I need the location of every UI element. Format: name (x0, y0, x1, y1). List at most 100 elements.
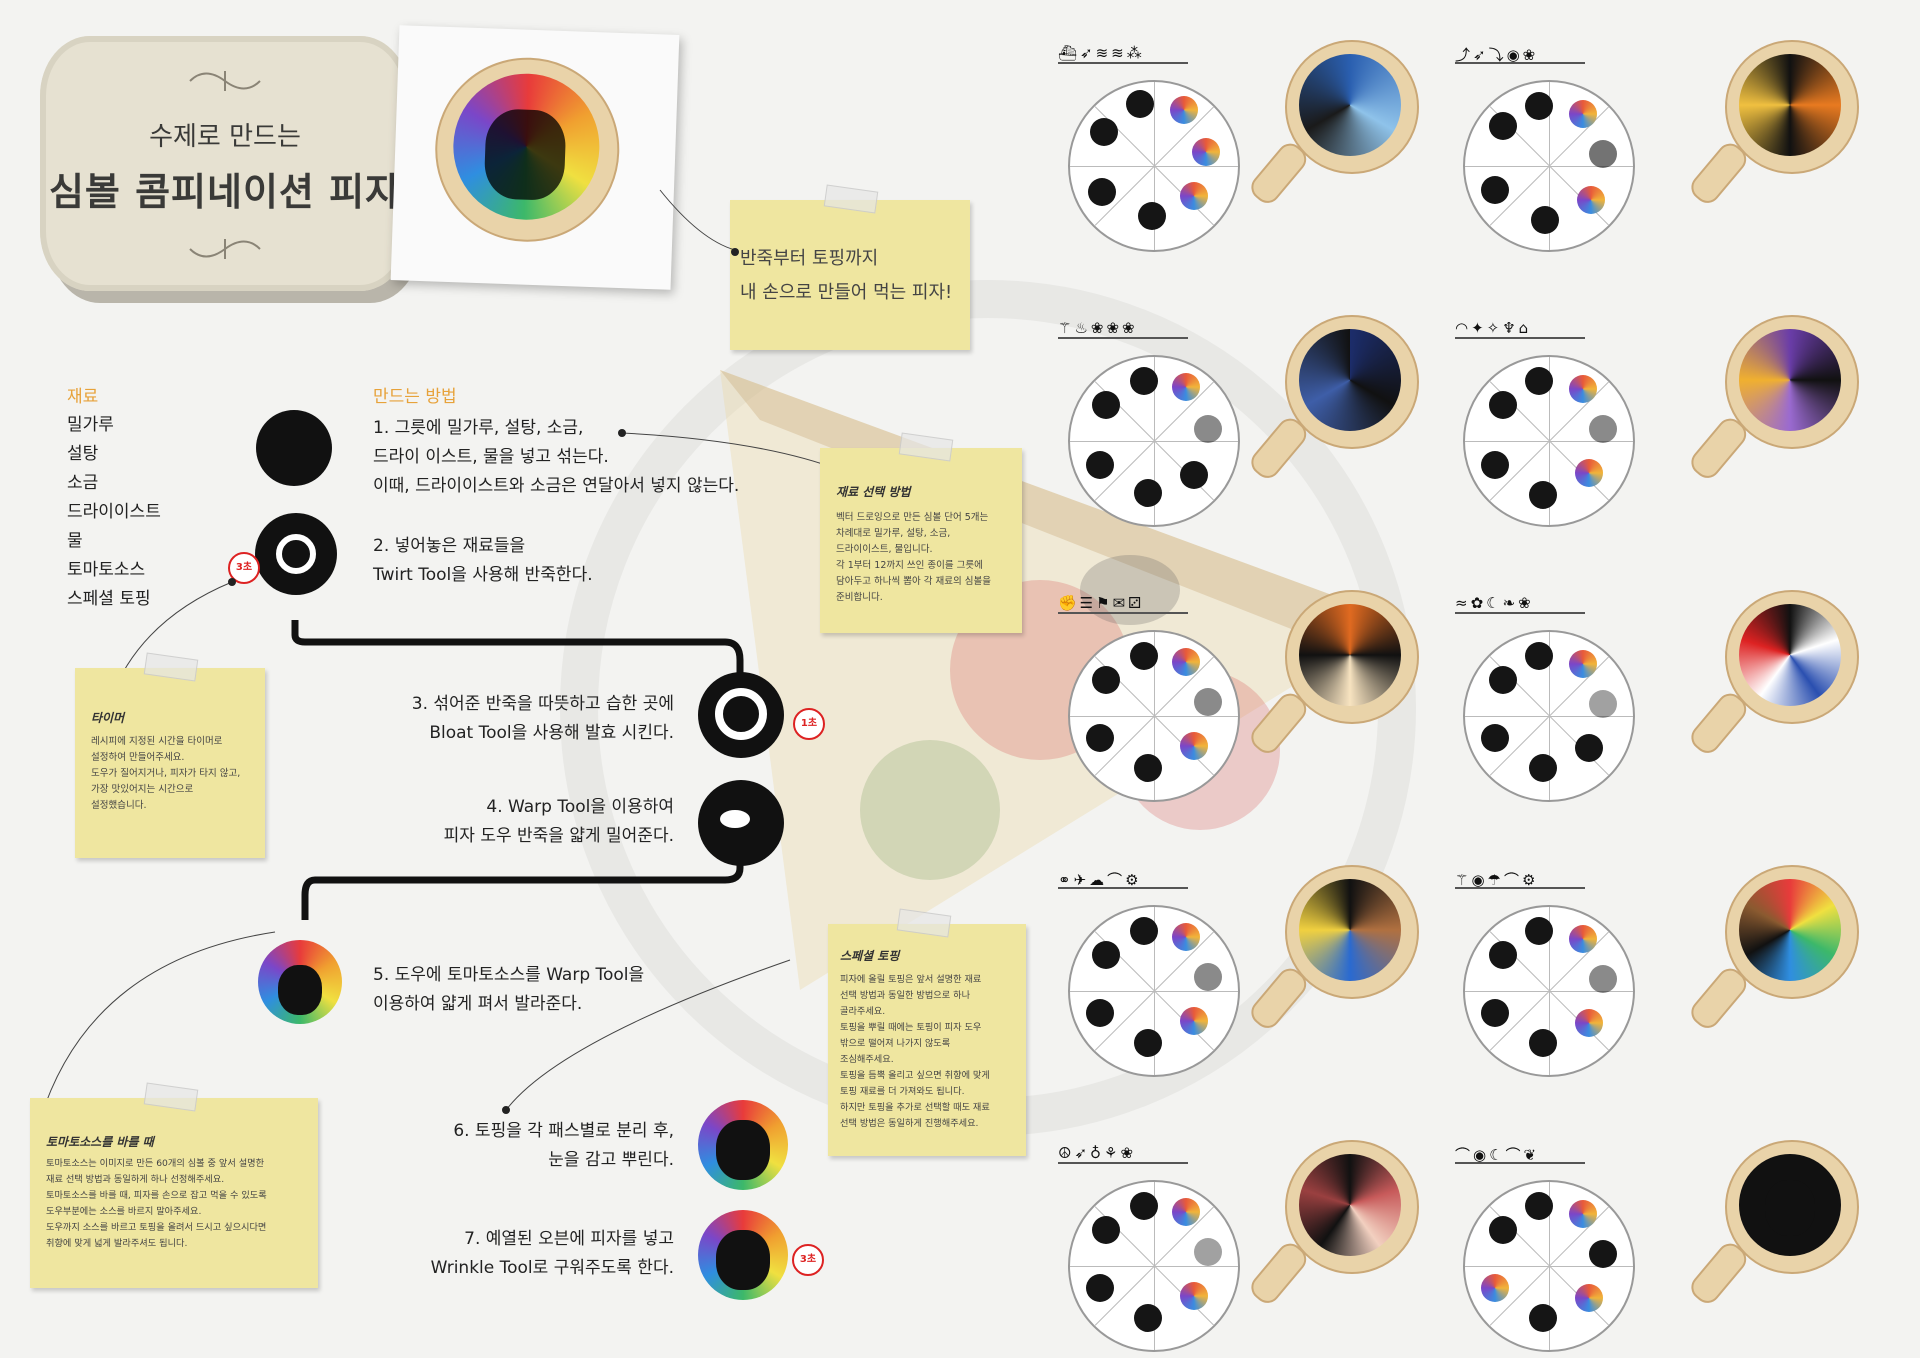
step-text-line: 7. 예열된 오븐에 피자를 넣고 (464, 1229, 674, 1249)
symbol-bar: ⛴➶≋≋⁂ (1058, 44, 1188, 64)
step-3-swirl (715, 688, 767, 740)
note-line: 선택 방법과 동일한 방법으로 하나 (840, 990, 971, 1001)
hero-note-line-1: 반죽부터 토핑까지 (740, 248, 879, 269)
title-line-2: 심볼 콤피네이션 피자 (48, 170, 402, 214)
step-4-highlight (720, 810, 750, 828)
symbol-wheel (1463, 355, 1635, 527)
ingredient-item: 밀가루 (67, 415, 114, 435)
note-line: 가장 맛있어지는 시간으로 (91, 784, 194, 795)
note-line: 각 1부터 12까지 쓰인 종이를 그릇에 (836, 560, 983, 571)
step-text-line: 이용하여 얇게 펴서 발라준다. (373, 994, 583, 1014)
symbol-wheel (1463, 80, 1635, 252)
step-6-text: 6. 토핑을 각 패스별로 분리 후, 눈을 감고 뿌린다. (453, 1117, 674, 1175)
symbol-bar: ✊☰⚑✉⚂ (1058, 594, 1188, 614)
ingredients-heading: 재료 (67, 387, 99, 407)
step-text-line: 눈을 감고 뿌린다. (548, 1150, 674, 1170)
note-line: 토마토소스는 이미지로 만든 60개의 심볼 중 앞서 설명한 (46, 1158, 265, 1169)
note-line: 드라이이스트, 물입니다. (836, 544, 933, 555)
step-text-line: 4. Warp Tool을 이용하여 (486, 797, 674, 817)
note-line: 피자에 올릴 토핑은 앞서 설명한 재료 (840, 974, 982, 985)
note-line: 도우부분에는 소스를 바르지 말아주세요. (46, 1206, 202, 1217)
step-text-line: 5. 도우에 토마토소스를 Warp Tool을 (373, 965, 645, 985)
ingredient-item: 소금 (67, 473, 99, 493)
symbol-wheel (1068, 630, 1240, 802)
note-line: 차례대로 밀가루, 설탕, 소금, (836, 528, 951, 539)
note-line: 설정했습니다. (91, 800, 147, 811)
step-3-text: 3. 섞어준 반죽을 따뜻하고 습한 곳에 Bloat Tool을 사용해 발효… (412, 690, 674, 748)
symbol-wheel (1463, 630, 1635, 802)
note-line: 준비합니다. (836, 592, 883, 603)
symbol-wheel (1463, 1180, 1635, 1352)
timer-note: 타이머 레시피에 지정된 시간을 타이머로 설정하여 만들어주세요. 도우가 질… (75, 652, 265, 858)
note-line: 토핑 재료를 더 가져와도 됩니다. (840, 1086, 965, 1097)
symbol-wheel (1068, 355, 1240, 527)
step-connector (291, 620, 744, 920)
note-line: 설정하여 만들어주세요. (91, 752, 185, 763)
step-text-line: 6. 토핑을 각 패스별로 분리 후, (453, 1121, 674, 1141)
symbol-bar: ⚚♨❀❀❀ (1058, 319, 1188, 339)
symbol-wheel (1068, 1180, 1240, 1352)
note-line: 도우가 질어지거나, 피자가 타지 않고, (91, 768, 241, 779)
note-line: 도우까지 소스를 바르고 토핑을 올려서 드시고 싶으시다면 (46, 1222, 267, 1233)
title-plaque: 수제로 만드는 심볼 콤피네이션 피자 (40, 36, 410, 291)
symbol-bar: ◠✦✧♆⌂ (1455, 319, 1585, 339)
symbol-wheel (1068, 80, 1240, 252)
step-4-text: 4. Warp Tool을 이용하여 피자 도우 반죽을 얇게 밀어준다. (444, 793, 674, 851)
ingredient-item: 물 (67, 531, 83, 551)
note-line: 조심해주세요. (840, 1054, 894, 1065)
title-line-1: 수제로 만드는 (149, 122, 301, 152)
step-text-line: 피자 도우 반죽을 얇게 밀어준다. (443, 826, 674, 846)
symbol-wheel (1463, 905, 1635, 1077)
step-text-line: 2. 넣어놓은 재료들을 (373, 536, 526, 556)
note-line: 토핑을 듬뿍 올리고 싶으면 취향에 맞게 (840, 1070, 990, 1081)
note-title: 스페셜 토핑 (840, 949, 900, 963)
note-line: 밖으로 떨어져 나가지 않도록 (840, 1038, 951, 1049)
note-line: 토마토소스를 바를 때, 피자를 손으로 잡고 먹을 수 있도록 (46, 1190, 267, 1201)
select-method-note: 재료 선택 방법 벡터 드로잉으로 만든 심볼 단어 5개는 차례대로 밀가루,… (820, 432, 1022, 633)
bottom-ornament-icon (189, 239, 261, 259)
note-line: 토핑을 뿌릴 때에는 토핑이 피자 도우 (840, 1022, 982, 1033)
step-5-text: 5. 도우에 토마토소스를 Warp Tool을 이용하여 얇게 펴서 발라준다… (373, 961, 644, 1019)
method-heading: 만드는 방법 (373, 387, 457, 407)
hero-note: 반죽부터 토핑까지 내 손으로 만들어 먹는 피자! (730, 184, 970, 350)
step-text-line: Twirt Tool을 사용해 반죽한다. (373, 565, 593, 585)
note-title: 재료 선택 방법 (836, 485, 911, 499)
ingredient-item: 드라이이스트 (67, 502, 161, 522)
step-1-text: 1. 그릇에 밀가루, 설탕, 소금, 드라이 이스트, 물을 넣고 섞는다. … (373, 414, 739, 501)
ingredient-item: 토마토소스 (67, 560, 146, 580)
step-text-line: 이때, 드라이이스트와 소금은 연달아서 넣지 않는다. (373, 476, 740, 496)
step-1-dough-icon (256, 410, 332, 486)
hero-note-line-2: 내 손으로 만들어 먹는 피자! (740, 282, 953, 303)
top-ornament-icon (189, 71, 261, 91)
symbol-bar: ⤴➶⤵◉❀ (1455, 44, 1585, 64)
symbol-bar: ⌒◉☾⌒❦ (1455, 1144, 1585, 1164)
note-title: 토마토소스를 바를 때 (46, 1135, 154, 1149)
note-line: 선택 방법은 동일하게 진행해주세요. (840, 1118, 979, 1129)
step-text-line: Bloat Tool을 사용해 발효 시킨다. (429, 723, 674, 743)
symbol-bar: ☮➶♁⚘❀ (1058, 1144, 1188, 1164)
step-7-dark (716, 1230, 770, 1290)
step-6-dark (716, 1120, 770, 1180)
symbol-bar: ⚚◉☂⌒⚙ (1455, 869, 1585, 889)
symbol-bar: ⚭✈☁⌒⚙ (1058, 869, 1188, 889)
step-text-line: Wrinkle Tool로 구워주도록 한다. (430, 1258, 674, 1278)
timer-badge: 1초 (793, 708, 825, 740)
ingredient-item: 스페셜 토핑 (67, 589, 151, 609)
note-line: 골라주세요. (840, 1006, 886, 1017)
step-5-dark (278, 965, 322, 1015)
timer-badge: 3초 (792, 1244, 824, 1276)
note-line: 취향에 맞게 넓게 발라주셔도 됩니다. (46, 1238, 188, 1249)
step-text-line: 1. 그릇에 밀가루, 설탕, 소금, (373, 418, 584, 438)
step-2-swirl (276, 534, 316, 574)
symbol-wheel (1068, 905, 1240, 1077)
note-line: 재료 선택 방법과 동일하게 하나 선정해주세요. (46, 1174, 225, 1185)
special-topping-note: 스페셜 토핑 피자에 올릴 토핑은 앞서 설명한 재료 선택 방법과 동일한 방… (828, 908, 1026, 1156)
step-2-text: 2. 넣어놓은 재료들을 Twirt Tool을 사용해 반죽한다. (373, 532, 593, 590)
note-line: 레시피에 지정된 시간을 타이머로 (91, 736, 223, 747)
note-line: 담아두고 하나씩 뽑아 각 재료의 심볼을 (836, 576, 991, 587)
tomato-sauce-note: 토마토소스를 바를 때 토마토소스는 이미지로 만든 60개의 심볼 중 앞서 … (30, 1082, 318, 1288)
note-title: 타이머 (91, 711, 125, 725)
step-text-line: 드라이 이스트, 물을 넣고 섞는다. (373, 447, 609, 467)
step-7-text: 7. 예열된 오븐에 피자를 넣고 Wrinkle Tool로 구워주도록 한다… (431, 1225, 674, 1283)
note-line: 벡터 드로잉으로 만든 심볼 단어 5개는 (836, 512, 989, 523)
